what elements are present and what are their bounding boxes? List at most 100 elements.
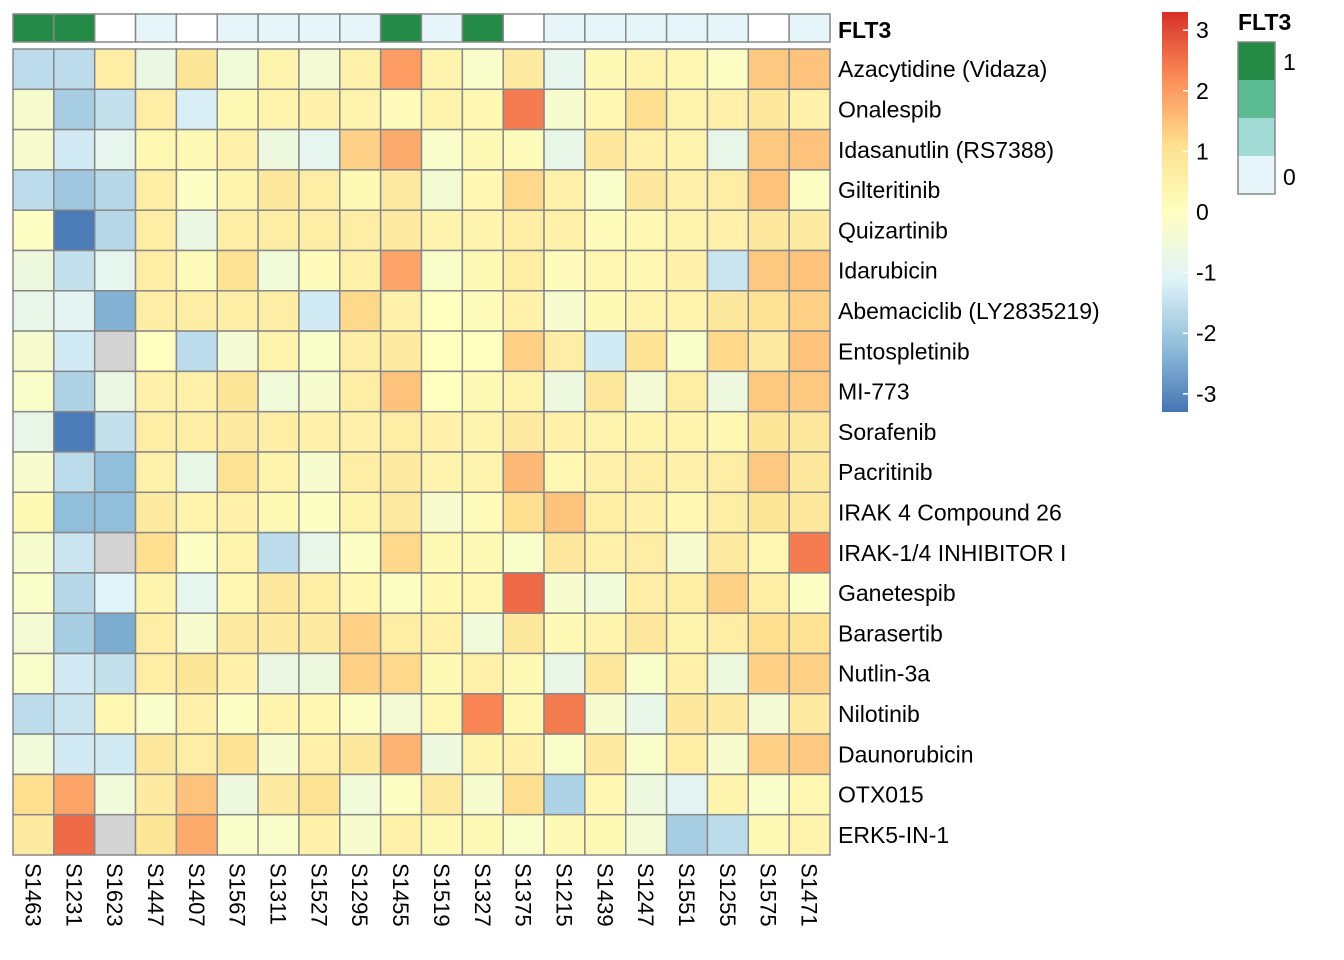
heatmap-cell — [625, 773, 668, 816]
row-label: MI-773 — [838, 379, 910, 405]
heatmap-cell — [93, 612, 137, 655]
heatmap-cell — [584, 290, 627, 332]
heatmap-cell — [134, 48, 178, 91]
column-label: S1463 — [20, 863, 45, 927]
heatmap-cell — [12, 330, 55, 373]
heatmap-cell — [543, 370, 586, 413]
heatmap-cell — [175, 370, 218, 413]
heatmap-cell — [625, 813, 668, 856]
heatmap-cell — [257, 733, 300, 776]
annotation-cell — [420, 13, 464, 43]
heatmap-cell — [788, 169, 831, 211]
heatmap-cell — [747, 290, 790, 332]
heatmap-cell — [543, 773, 586, 816]
heatmap-cell — [257, 48, 300, 91]
heatmap-cell — [257, 209, 300, 252]
heatmap-cell — [257, 128, 300, 171]
heatmap-cell — [584, 733, 627, 776]
heatmap-cell — [420, 612, 464, 655]
row-label: Nilotinib — [838, 701, 920, 727]
heatmap-cell — [298, 88, 341, 131]
heatmap-cell — [706, 249, 750, 292]
column-labels: S1463 S1231 S1623 S1447 S1407 S1567 S1311 S1527… — [20, 863, 821, 927]
heatmap-cell — [216, 290, 259, 332]
heatmap-cell — [502, 813, 545, 856]
heatmap-cell — [12, 209, 55, 252]
annotation-legend: FLT3 1 0 — [1237, 9, 1296, 195]
heatmap-cell — [175, 410, 218, 453]
heatmap-cell — [665, 330, 709, 373]
heatmap-cell — [665, 572, 709, 614]
column-label: S1327 — [470, 863, 495, 927]
heatmap-cell — [420, 410, 464, 453]
heatmap-cell — [747, 209, 790, 252]
heatmap-cell — [706, 128, 750, 171]
heatmap-cell — [298, 209, 341, 252]
heatmap-cell — [53, 491, 96, 534]
heatmap-cell — [788, 209, 831, 252]
heatmap-cell — [584, 410, 627, 453]
heatmap-cell — [93, 813, 137, 856]
color-scale-tick-label: -2 — [1196, 320, 1216, 346]
heatmap-cell — [420, 693, 464, 735]
heatmap-cell — [257, 652, 300, 695]
heatmap-cell — [379, 88, 423, 131]
heatmap-cell — [747, 88, 790, 131]
heatmap-cell — [53, 169, 96, 211]
heatmap-cell — [461, 48, 504, 91]
heatmap-cell — [788, 88, 831, 131]
row-label: ERK5-IN-1 — [838, 822, 949, 848]
heatmap-cell — [665, 169, 709, 211]
heatmap-cell — [298, 612, 341, 655]
heatmap-cell — [706, 451, 750, 494]
heatmap-cell — [379, 652, 423, 695]
heatmap-cell — [12, 693, 55, 735]
heatmap-cell — [625, 128, 668, 171]
annotation-legend-title: FLT3 — [1238, 9, 1291, 35]
heatmap-cell — [257, 370, 300, 413]
heatmap-cell — [134, 290, 178, 332]
heatmap-cell — [216, 169, 259, 211]
column-label: S1455 — [388, 863, 413, 927]
heatmap-cell — [665, 209, 709, 252]
heatmap-cell — [543, 88, 586, 131]
heatmap-cell — [175, 451, 218, 494]
heatmap-cell — [134, 733, 178, 776]
heatmap-cell — [93, 451, 137, 494]
heatmap-cell — [216, 88, 259, 131]
heatmap-cell — [543, 48, 586, 91]
heatmap-cell — [502, 773, 545, 816]
heatmap-cell — [584, 572, 627, 614]
heatmap-cell — [584, 531, 627, 574]
heatmap-cell — [379, 491, 423, 534]
heatmap-cell — [747, 531, 790, 574]
heatmap-cell — [175, 48, 218, 91]
heatmap-cell — [747, 612, 790, 655]
heatmap-cell — [625, 572, 668, 614]
row-label: Pacritinib — [838, 459, 933, 485]
heatmap-cell — [257, 290, 300, 332]
heatmap-cell — [93, 330, 137, 373]
heatmap-cell — [134, 773, 178, 816]
heatmap-cell — [706, 531, 750, 574]
heatmap-cell — [379, 410, 423, 453]
heatmap-cell — [788, 451, 831, 494]
heatmap-cell — [134, 572, 178, 614]
heatmap-cell — [257, 612, 300, 655]
heatmap-cell — [12, 128, 55, 171]
heatmap-cell — [134, 813, 178, 856]
heatmap-cell — [93, 48, 137, 91]
heatmap-cell — [543, 813, 586, 856]
heatmap-cell — [93, 572, 137, 614]
heatmap-cell — [12, 290, 55, 332]
heatmap-cell — [379, 572, 423, 614]
heatmap-cell — [175, 491, 218, 534]
heatmap-cell — [12, 733, 55, 776]
heatmap-cell — [175, 249, 218, 292]
heatmap-cell — [461, 813, 504, 856]
heatmap-cell — [420, 48, 464, 91]
row-label: Gilteritinib — [838, 177, 940, 203]
heatmap-cell — [788, 652, 831, 695]
heatmap-cell — [93, 169, 137, 211]
